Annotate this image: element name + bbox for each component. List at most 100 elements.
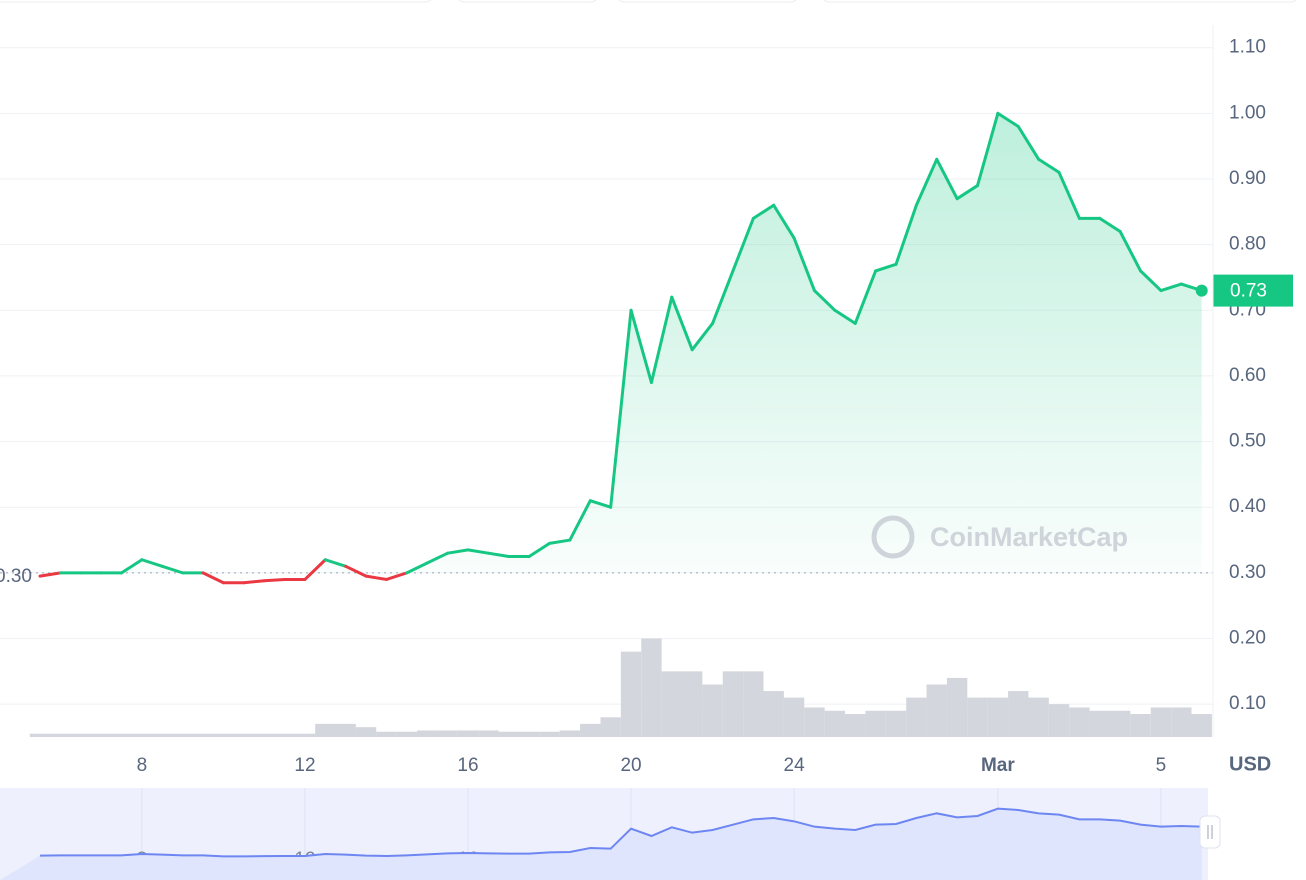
watermark: CoinMarketCap: [871, 515, 1128, 559]
labels: 1.101.000.900.800.700.600.500.400.300.20…: [0, 37, 1293, 776]
navigator-handle[interactable]: [1199, 815, 1221, 849]
y-unit: USD: [1229, 753, 1271, 775]
price-line-segment: [976, 111, 1000, 188]
y-tick-label: 1.10: [1229, 37, 1266, 58]
tab[interactable]: [0, 0, 435, 3]
price-line-segment: [996, 111, 1020, 128]
volume-bar: [641, 638, 662, 737]
price-line-segment: [1159, 282, 1183, 293]
price-line-segment: [1139, 269, 1163, 293]
price-line-segment: [323, 558, 348, 568]
volume-bar: [111, 733, 132, 737]
price-line-segment: [344, 564, 368, 578]
price-line-segment: [242, 579, 266, 585]
price-line-segment: [120, 558, 144, 575]
volume-bar: [539, 731, 560, 737]
navigator-area: [0, 808, 1202, 880]
y-tick-label: 0.30: [1229, 562, 1266, 583]
volume-bar: [946, 677, 968, 737]
price-line-segment: [446, 548, 470, 555]
price-line-segment: [711, 269, 735, 325]
volume-bar: [559, 730, 581, 737]
volume-bar: [1008, 691, 1029, 737]
volume-bar: [172, 733, 193, 737]
volume-bar: [518, 731, 540, 737]
price-line-segment: [262, 577, 287, 583]
volume-bar: [1028, 697, 1049, 737]
price-badge: [1213, 274, 1293, 307]
price-line-segment: [38, 571, 62, 578]
price-line-segment: [384, 571, 409, 581]
price-line-segment: [772, 203, 796, 240]
y-tick-label: 0.80: [1229, 234, 1266, 255]
tab[interactable]: [820, 0, 1300, 3]
volume-bar: [1069, 707, 1090, 737]
volume-bar: [355, 727, 377, 737]
price-line-segment: [1037, 157, 1061, 174]
price-line-segment: [731, 216, 755, 273]
price-line-segment: [201, 571, 225, 585]
volume-bar: [722, 671, 744, 737]
last-point: [1195, 284, 1208, 297]
price-line-segment: [405, 561, 429, 575]
x-tick-label: 20: [620, 755, 641, 776]
volume-bar: [417, 730, 438, 737]
price-line-segment: [548, 538, 572, 545]
price-line-segment: [955, 184, 980, 201]
volume-bar: [376, 731, 397, 737]
volume-bar: [620, 651, 642, 737]
volume-bar: [315, 723, 336, 737]
volume-bar: [743, 671, 764, 737]
price-line-segment: [874, 262, 898, 273]
reference-label: 0.30: [0, 566, 32, 587]
price-line-segment: [1098, 216, 1122, 234]
volume-bar: [987, 697, 1009, 737]
volume-bar: [131, 733, 153, 737]
volume-bar: [1130, 714, 1151, 737]
volume-bar: [50, 733, 71, 737]
x-tick-label: 24: [784, 755, 806, 776]
y-tick-label: 0.60: [1229, 365, 1266, 386]
volume-bar: [702, 684, 723, 737]
volume-bar: [1048, 704, 1070, 737]
volume-bar: [253, 733, 275, 737]
tab[interactable]: [615, 0, 800, 3]
volume-bar: [681, 671, 703, 737]
volume-bar: [763, 691, 784, 737]
volume-bar: [1109, 710, 1131, 737]
volume-bar: [926, 684, 947, 737]
price-line-segment: [1118, 230, 1143, 273]
y-tick-label: 0.50: [1229, 431, 1266, 452]
volume-bar: [29, 733, 51, 737]
y-tick-label: 0.20: [1229, 628, 1266, 649]
volume-bar: [885, 710, 907, 737]
volume-bar: [274, 733, 295, 737]
volume-bar: [294, 733, 316, 737]
x-tick-label: 5: [1156, 755, 1167, 776]
volume-bar: [1150, 707, 1172, 737]
volume-bar: [600, 717, 621, 737]
area: [121, 113, 1202, 573]
volume-bar: [1191, 714, 1212, 737]
price-line-segment: [568, 499, 592, 542]
price-line-segment: [1057, 170, 1081, 220]
price-line-segment: [1016, 124, 1041, 161]
price-line-segment: [466, 548, 490, 555]
volume-bar: [783, 697, 805, 737]
price-badge-label: 0.73: [1230, 281, 1267, 302]
price-line-segment: [425, 551, 450, 565]
volume-bar: [437, 730, 458, 737]
price-line-segment: [812, 289, 837, 312]
price-line-segment: [914, 157, 939, 207]
lines: [0, 111, 1213, 585]
y-tick-label: 1.00: [1229, 102, 1266, 123]
x-tick-label: Mar: [981, 755, 1015, 776]
volume-bar: [396, 731, 418, 737]
volume: [29, 638, 1212, 737]
tab[interactable]: [455, 0, 600, 3]
watermark-logo: [871, 515, 915, 559]
y-tick-label: 0.10: [1229, 693, 1266, 714]
